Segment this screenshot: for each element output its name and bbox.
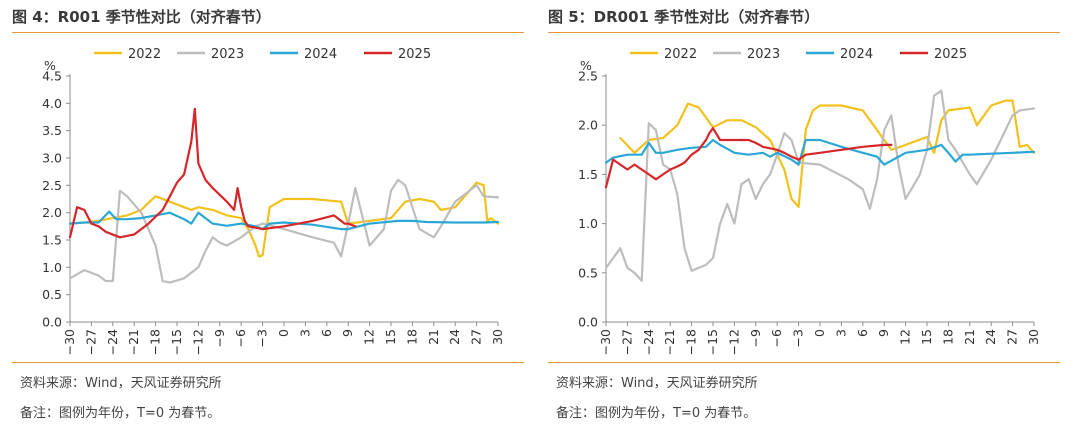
y-tick-label: 3.5 (42, 123, 62, 138)
x-tick-label: 27 (469, 329, 484, 345)
y-tick-label: 2.5 (42, 178, 62, 193)
legend-label: 2023 (747, 47, 780, 62)
series-line-2023 (604, 89, 1036, 282)
legend-label: 2024 (840, 47, 873, 62)
x-tick-label: −18 (148, 329, 163, 355)
x-tick-label: −27 (619, 329, 634, 355)
y-tick-label: 1.5 (578, 167, 598, 182)
y-axis-unit: % (44, 58, 56, 73)
x-tick-label: −27 (83, 329, 98, 355)
r001-seasonality-chart: 0.00.51.01.52.02.53.03.54.04.5%−30 −27 −24… (42, 47, 505, 355)
y-tick-label: 0.0 (42, 315, 62, 330)
legend-label: 2024 (304, 47, 337, 62)
y-tick-label: 1.0 (42, 260, 62, 275)
y-tick-label: 3.0 (42, 151, 62, 166)
figure-title: 图 5：DR001 季节性对比（对齐春节） (548, 8, 820, 26)
x-tick-label: −6 (769, 329, 784, 347)
series-line-2022 (619, 99, 1036, 208)
y-tick-label: 0.5 (42, 287, 62, 302)
x-tick-label: −3 (255, 329, 270, 347)
x-tick-label: −24 (105, 329, 120, 355)
x-tick-label: 6 (855, 329, 870, 337)
x-tick-label: 3 (833, 329, 848, 337)
y-tick-label: 4.5 (42, 69, 62, 84)
x-tick-label: −12 (726, 329, 741, 355)
x-tick-label: 30 (490, 329, 505, 345)
legend-label: 2025 (934, 47, 967, 62)
legend-label: 2022 (128, 47, 161, 62)
remark-note: 备注：图例为年份，T=0 为春节。 (20, 406, 221, 421)
x-tick-label: 9 (340, 329, 355, 337)
x-tick-label: 21 (426, 329, 441, 345)
footer-divider (548, 362, 1060, 363)
series-line-2025 (604, 127, 893, 189)
x-tick-label: 12 (898, 329, 913, 345)
x-tick-label: −15 (705, 329, 720, 355)
y-tick-label: 2.0 (578, 118, 598, 133)
remark-note: 备注：图例为年份，T=0 为春节。 (556, 406, 757, 421)
x-tick-label: −21 (126, 329, 141, 355)
x-tick-label: 15 (919, 329, 934, 345)
y-tick-label: 4.0 (42, 96, 62, 111)
x-tick-label: −3 (791, 329, 806, 347)
x-tick-label: 21 (962, 329, 977, 345)
x-tick-label: 18 (404, 329, 419, 345)
title-divider (548, 32, 1060, 33)
x-tick-label: 0 (276, 329, 291, 337)
x-tick-label: 6 (319, 329, 334, 337)
legend-label: 2023 (211, 47, 244, 62)
source-note: 资料来源：Wind，天风证券研究所 (556, 376, 758, 391)
x-tick-label: 27 (1005, 329, 1020, 345)
figure-panel-r001: 图 4：R001 季节性对比（对齐春节） 0.0 0.5 1.0 1.5 2.0 2.5 3… (12, 0, 524, 427)
series-line-2023 (68, 178, 500, 284)
figure-title: 图 4：R001 季节性对比（对齐春节） (12, 8, 271, 26)
series-line-2022 (68, 181, 500, 258)
legend-label: 2025 (398, 47, 431, 62)
x-tick-label: −24 (641, 329, 656, 355)
series-line-2024 (604, 138, 1036, 166)
x-tick-label: 3 (297, 329, 312, 337)
legend-label: 2022 (664, 47, 697, 62)
y-tick-label: 1.0 (578, 216, 598, 231)
x-tick-label: −21 (662, 329, 677, 355)
x-tick-label: −15 (169, 329, 184, 355)
y-axis-unit: % (580, 58, 592, 73)
x-tick-label: 15 (383, 329, 398, 345)
x-tick-label: −30 (62, 329, 77, 355)
footer-divider (12, 362, 524, 363)
series-line-2024 (68, 210, 500, 231)
x-tick-label: −6 (233, 329, 248, 347)
x-tick-label: −12 (190, 329, 205, 355)
x-tick-label: 18 (940, 329, 955, 345)
series-line-2025 (68, 107, 357, 239)
figure-panel-dr001: 图 5：DR001 季节性对比（对齐春节） 0.0 0.5 1.0 1.5 2.0 2.5… (548, 0, 1060, 427)
y-tick-label: 2.0 (42, 205, 62, 220)
x-tick-label: −9 (212, 329, 227, 347)
x-tick-label: −30 (598, 329, 613, 355)
x-tick-label: 9 (876, 329, 891, 337)
y-tick-label: 0.0 (578, 315, 598, 330)
x-tick-label: −18 (684, 329, 699, 355)
x-tick-label: 0 (812, 329, 827, 337)
x-tick-label: −9 (748, 329, 763, 347)
x-tick-label: 24 (447, 329, 462, 345)
source-note: 资料来源：Wind，天风证券研究所 (20, 376, 222, 391)
x-tick-label: 12 (362, 329, 377, 345)
y-tick-label: 2.5 (578, 69, 598, 84)
y-tick-label: 1.5 (42, 233, 62, 248)
y-tick-label: 0.5 (578, 265, 598, 280)
x-tick-label: 24 (983, 329, 998, 345)
x-tick-label: 30 (1026, 329, 1041, 345)
title-divider (12, 32, 524, 33)
dr001-seasonality-chart: 0.00.51.01.52.02.5%−30 −27 −24 −21 −18 −15 −12… (578, 47, 1041, 355)
